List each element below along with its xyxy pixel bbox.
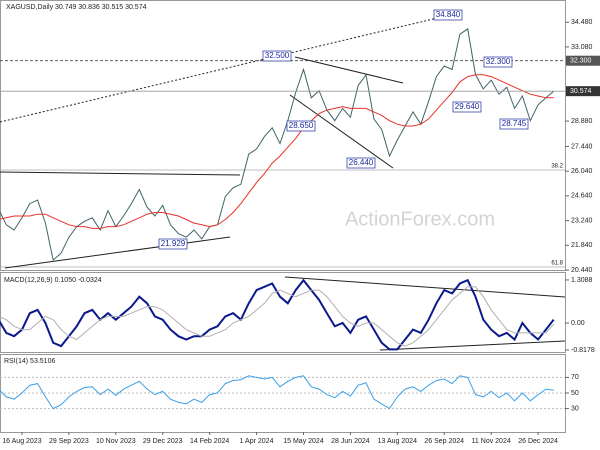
y-tick-label: 0.00 [571,320,585,327]
price-marker-label: 32.300 [570,58,592,65]
macd-title: MACD(12,26,9) 0.1050 -0.0324 [4,277,102,284]
x-tick-label: 11 Nov 2024 [472,438,511,445]
series-line [0,286,555,347]
price-panel [0,0,566,271]
x-tick-label: 15 May 2024 [283,438,324,445]
y-tick-label: 21.840 [571,242,593,249]
annotation: 28.745 [502,119,527,128]
trend-line [0,14,451,123]
y-tick-label: 27.440 [571,143,593,150]
watermark: ActionForex.com [345,208,495,230]
fib-label: 38.2 [551,164,563,170]
series-line [0,375,554,410]
annotation: 21.929 [161,239,186,248]
price-marker-box [566,55,600,66]
series-line [0,28,555,262]
y-tick-label: 24.640 [571,193,593,200]
annotation: 28.650 [289,121,314,130]
trend-line [4,236,231,269]
y-tick-label: 23.240 [571,217,593,224]
y-tick-label: 26.040 [571,168,593,175]
annotation-box [346,157,376,169]
trend-line [289,94,394,169]
x-tick-label: 16 Aug 2023 [2,438,41,445]
x-tick-label: 29 Sep 2023 [49,438,89,445]
annotation: 34.840 [436,10,461,19]
x-tick-label: 1 Apr 2024 [240,438,274,445]
annotation-box [158,238,188,250]
price-marker-label: 30.574 [570,88,592,95]
y-tick-label: 30 [571,405,579,412]
trend-line [0,171,241,176]
price-title: XAGUSD,Daily 30.749 30.836 30.515 30.574 [6,4,147,11]
annotation: 29.640 [455,102,480,111]
y-tick-label: 33.080 [571,44,593,51]
y-tick-label: 20.440 [571,267,593,274]
y-tick-label: -0.8178 [571,347,595,354]
macd-panel [0,272,566,353]
trend-line [379,340,566,351]
annotation: 32.500 [265,51,290,60]
y-tick-label: 34.480 [571,19,593,26]
series-line [0,74,554,229]
fib-label: 61.8 [551,261,563,267]
annotation-box [452,101,482,113]
y-tick-label: 1.3088 [571,277,593,284]
rsi-title: RSI(14) 53.5106 [4,358,55,365]
x-tick-label: 26 Sep 2024 [424,438,464,445]
annotation-box [499,118,529,130]
x-tick-label: 26 Dec 2024 [518,438,558,445]
annotation-box [262,50,292,62]
y-tick-label: 28.880 [571,118,593,125]
x-tick-label: 14 Feb 2024 [190,438,229,445]
y-tick-label: 70 [571,374,579,381]
x-tick-label: 13 Aug 2024 [378,438,417,445]
series-line [0,278,555,351]
annotation-box [286,120,316,132]
x-tick-label: 28 Jun 2024 [331,438,370,445]
annotation-box [483,56,513,68]
y-tick-label: 50 [571,390,579,397]
annotation: 26.440 [349,158,374,167]
price-marker-box [566,86,600,97]
trend-line [294,56,404,84]
annotation-box [433,9,463,21]
annotation: 32.300 [486,57,511,66]
trend-line [284,276,566,298]
x-tick-label: 29 Dec 2023 [143,438,183,445]
x-tick-label: 10 Nov 2023 [96,438,136,445]
